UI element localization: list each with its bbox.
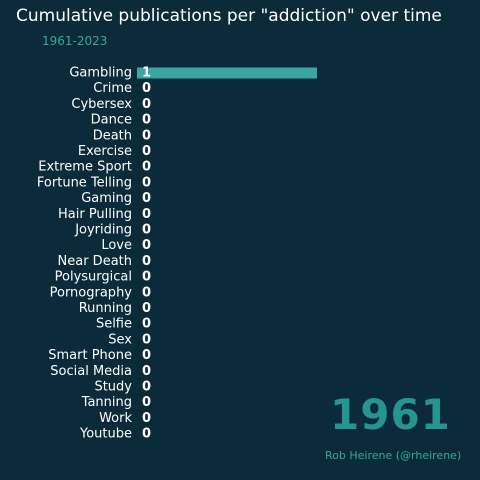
chart-title: Cumulative publications per "addiction" …: [16, 6, 442, 26]
category-label: Extreme Sport: [38, 160, 132, 175]
category-label: Social Media: [50, 364, 132, 379]
value-label: 0: [142, 380, 151, 395]
value-label: 0: [142, 427, 151, 442]
category-label: Love: [101, 238, 132, 253]
category-label: Running: [79, 301, 132, 316]
value-label: 0: [142, 411, 151, 426]
value-label: 0: [142, 348, 151, 363]
category-label: Tanning: [81, 395, 132, 410]
value-label: 0: [142, 175, 151, 190]
category-label: Fortune Telling: [37, 175, 132, 190]
value-label: 0: [142, 285, 151, 300]
value-label: 0: [142, 207, 151, 222]
category-label: Work: [99, 411, 132, 426]
category-label: Death: [93, 128, 132, 143]
chart-subtitle: 1961-2023: [42, 34, 108, 48]
value-label: 0: [142, 317, 151, 332]
category-label: Hair Pulling: [58, 207, 132, 222]
category-label: Joyriding: [74, 223, 132, 238]
category-label: Cybersex: [71, 97, 132, 112]
value-label: 0: [142, 395, 151, 410]
value-label: 0: [142, 254, 151, 269]
category-label: Near Death: [58, 254, 132, 269]
value-label: 0: [142, 97, 151, 112]
value-label: 0: [142, 160, 151, 175]
category-label: Gambling: [69, 66, 132, 81]
category-label: Dance: [91, 113, 132, 128]
category-label: Smart Phone: [48, 348, 132, 363]
value-label: 0: [142, 238, 151, 253]
category-label: Crime: [93, 81, 132, 96]
category-label: Pornography: [50, 285, 133, 300]
category-label: Gaming: [81, 191, 132, 206]
value-label: 0: [142, 332, 151, 347]
category-label: Selfie: [96, 317, 132, 332]
value-label: 0: [142, 81, 151, 96]
year-label: 1961: [330, 390, 451, 439]
category-label: Polysurgical: [55, 270, 132, 285]
value-label: 0: [142, 144, 151, 159]
value-label: 0: [142, 128, 151, 143]
category-label: Youtube: [79, 427, 132, 442]
category-label: Sex: [108, 332, 132, 347]
value-label: 0: [142, 223, 151, 238]
category-label: Study: [94, 380, 132, 395]
credit-label: Rob Heirene (@rheirene): [325, 449, 462, 462]
value-label: 0: [142, 191, 151, 206]
value-label: 0: [142, 113, 151, 128]
bar: [137, 67, 317, 79]
value-label: 0: [142, 364, 151, 379]
value-label: 1: [142, 66, 151, 81]
value-label: 0: [142, 270, 151, 285]
value-label: 0: [142, 301, 151, 316]
category-label: Exercise: [78, 144, 132, 159]
